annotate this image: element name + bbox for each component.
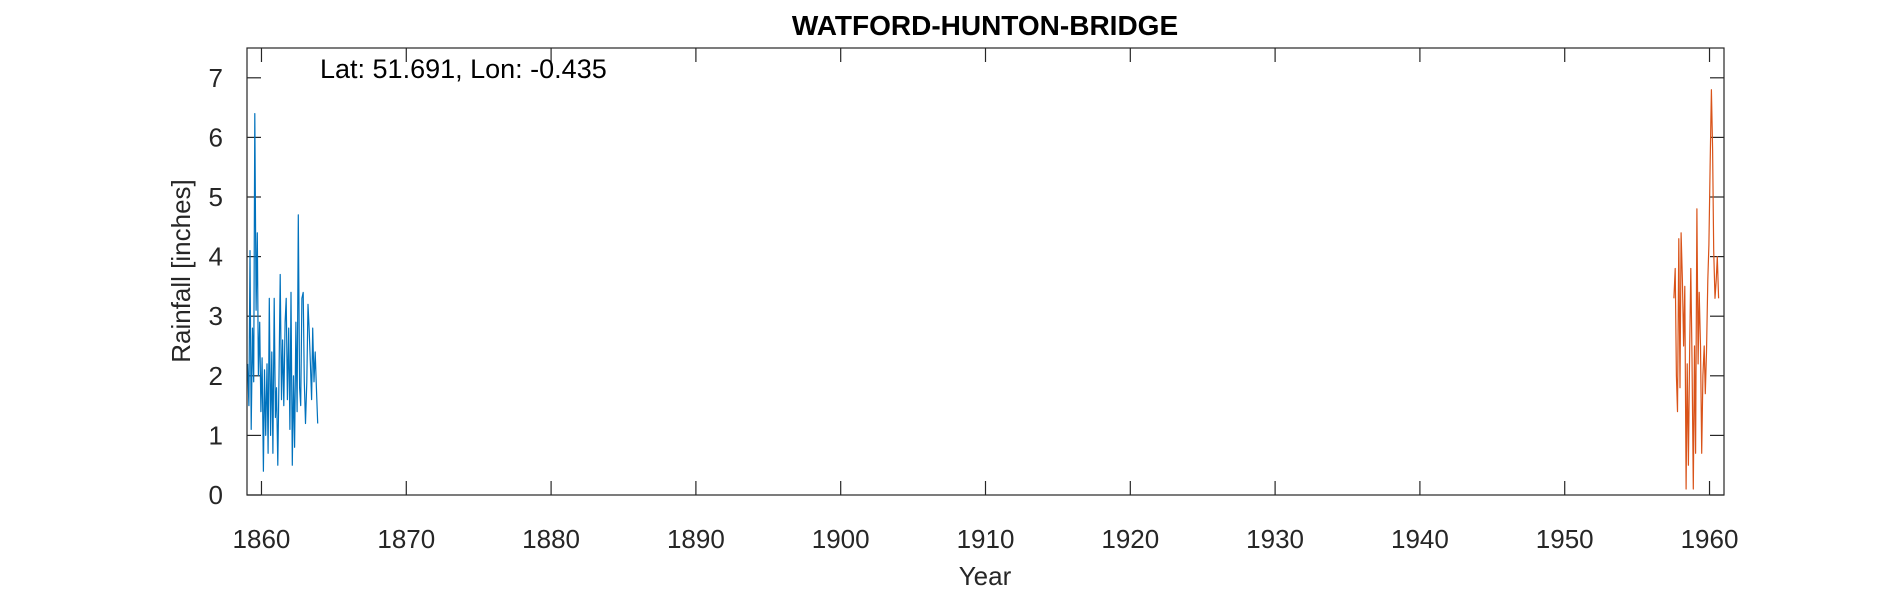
y-tick-label: 0	[209, 480, 223, 510]
x-tick-label: 1900	[812, 524, 870, 554]
y-axis: 0 1 2 3 4 5 6 7	[209, 63, 1724, 510]
x-tick-label: 1960	[1681, 524, 1739, 554]
y-tick-label: 7	[209, 63, 223, 93]
x-axis-label: Year	[959, 561, 1012, 591]
y-tick-label: 2	[209, 361, 223, 391]
x-tick-label: 1940	[1391, 524, 1449, 554]
x-tick-label: 1930	[1246, 524, 1304, 554]
y-tick-label: 4	[209, 242, 223, 272]
x-tick-label: 1920	[1101, 524, 1159, 554]
location-annotation: Lat: 51.691, Lon: -0.435	[320, 54, 607, 84]
series-line-2	[1673, 89, 1720, 490]
x-tick-label: 1880	[522, 524, 580, 554]
y-axis-label: Rainfall [inches]	[166, 179, 196, 363]
x-tick-label: 1870	[377, 524, 435, 554]
y-tick-label: 3	[209, 301, 223, 331]
plot-area	[247, 48, 1724, 495]
x-tick-label: 1910	[957, 524, 1015, 554]
x-tick-label: 1860	[233, 524, 291, 554]
y-tick-label: 6	[209, 122, 223, 152]
x-tick-label: 1890	[667, 524, 725, 554]
series-line-1	[247, 112, 319, 472]
chart-title: WATFORD-HUNTON-BRIDGE	[792, 10, 1178, 41]
x-axis: 1860 1870 1880 1890 1900 1910 1920 1930 1940 1950…	[233, 48, 1739, 554]
y-tick-label: 5	[209, 182, 223, 212]
y-tick-label: 1	[209, 420, 223, 450]
x-tick-label: 1950	[1536, 524, 1594, 554]
series-layer	[247, 89, 1720, 490]
plot-frame	[246, 47, 1725, 496]
